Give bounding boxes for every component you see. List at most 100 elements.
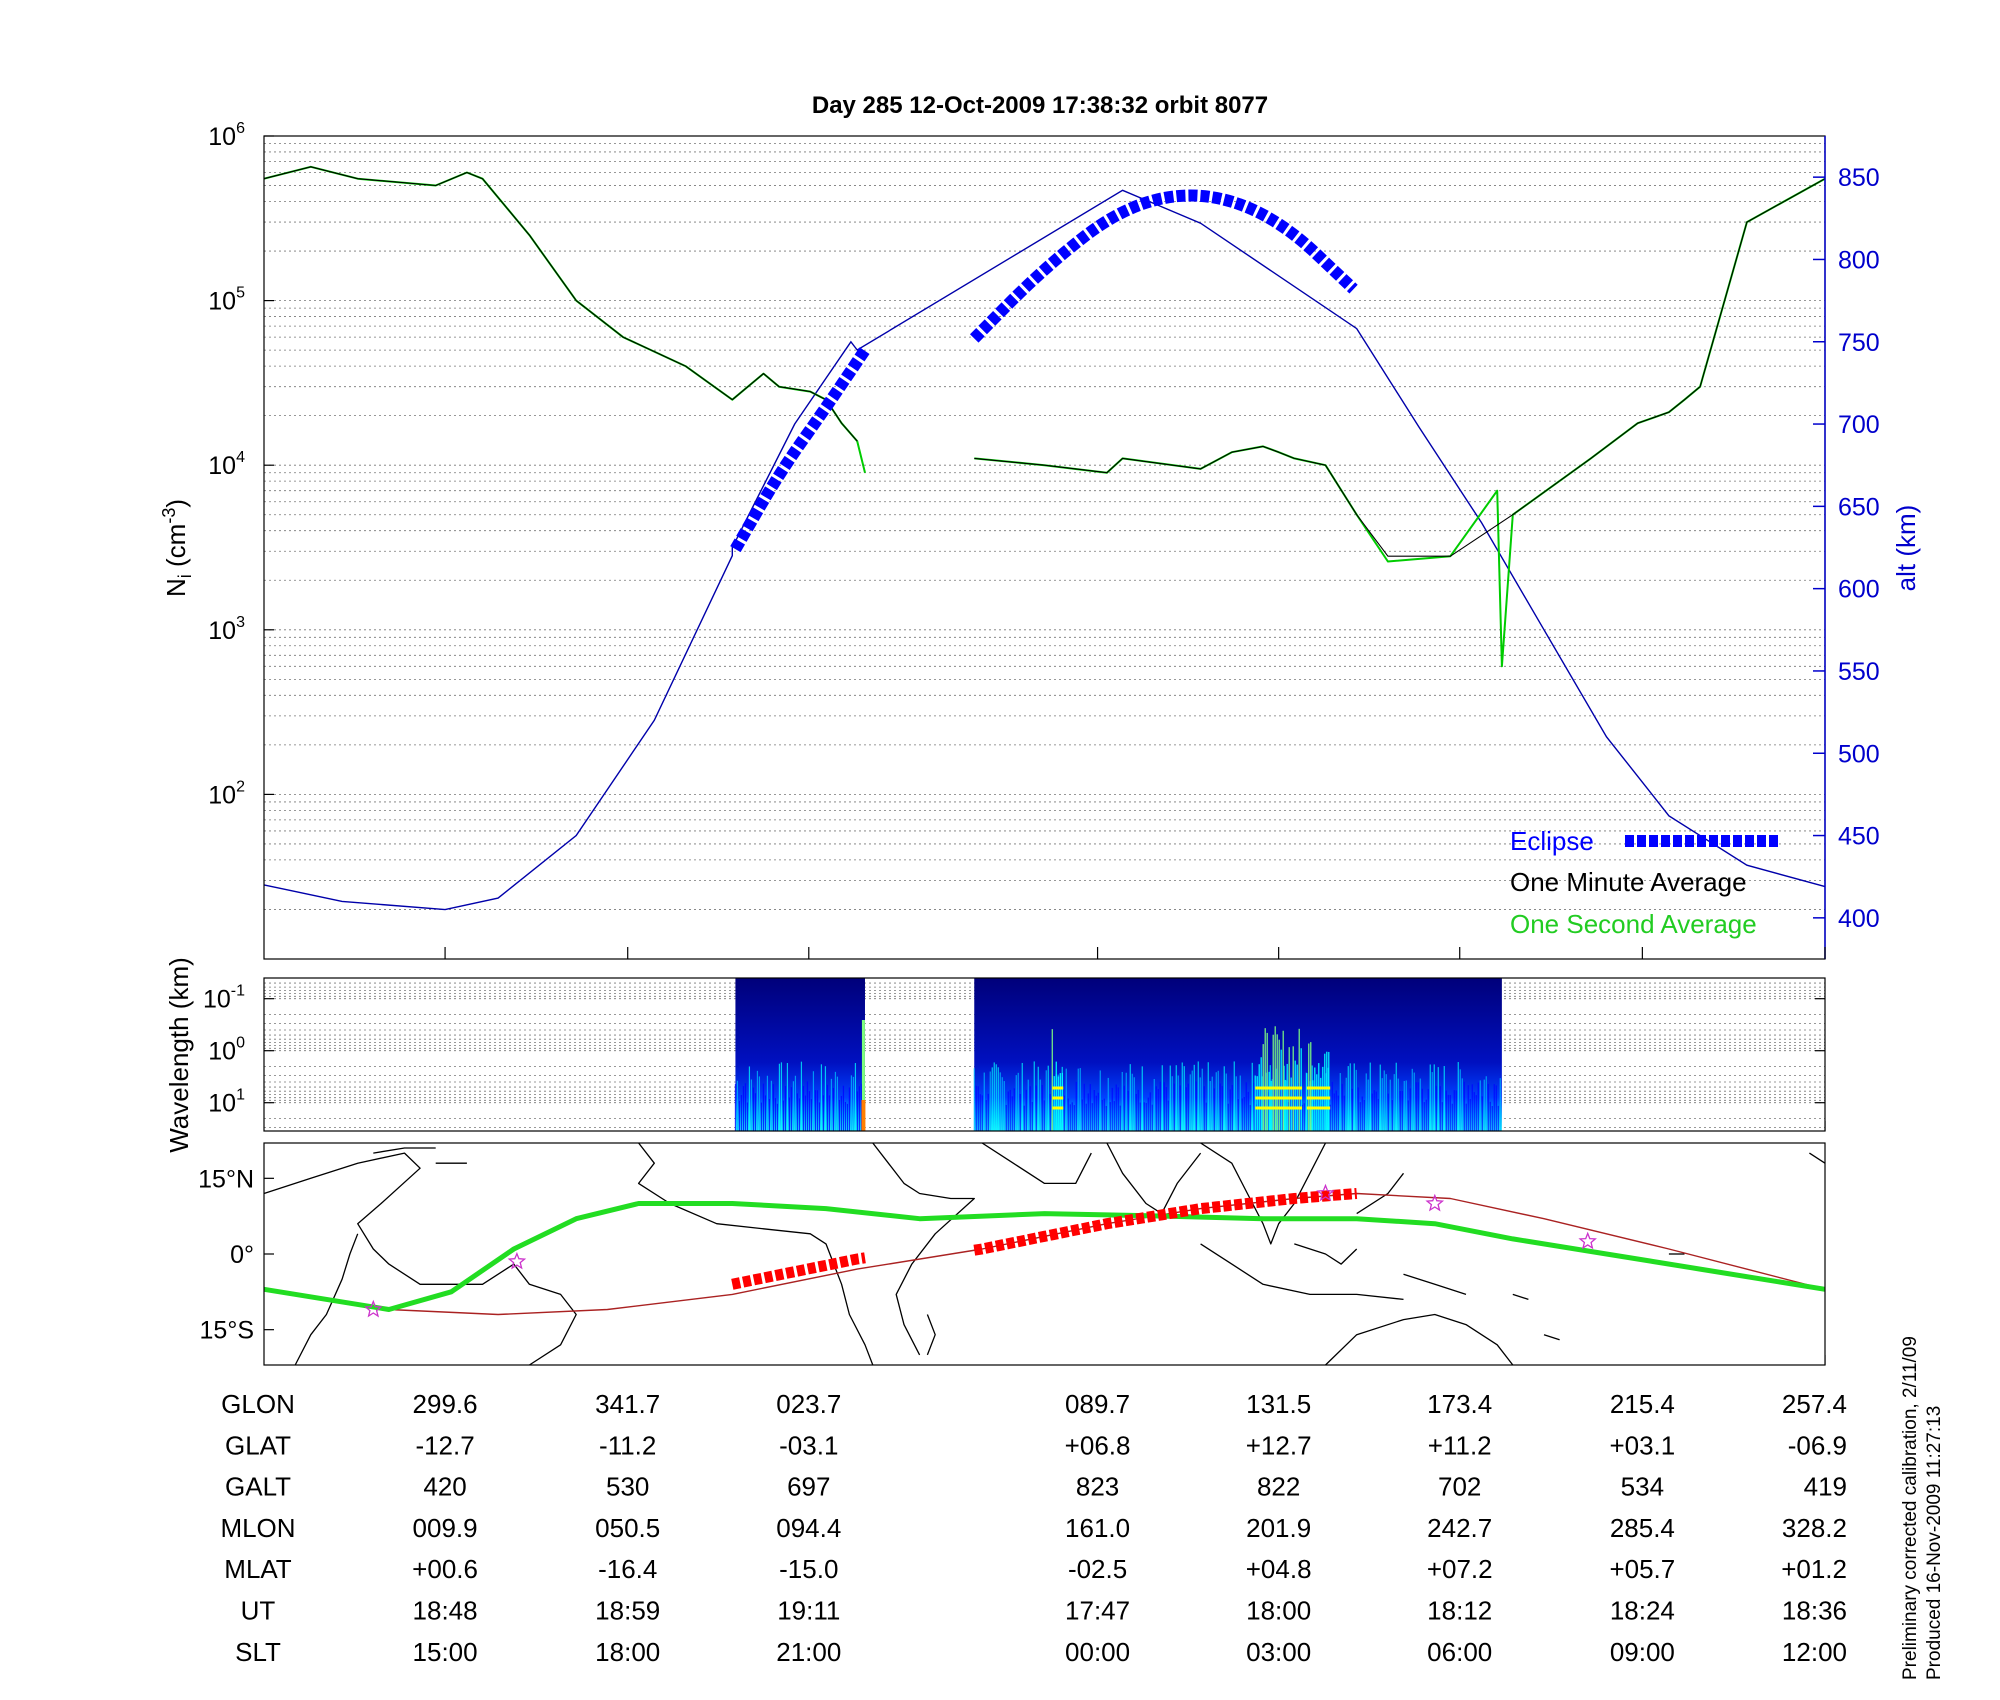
- apex-star-marker: [364, 1299, 383, 1318]
- table-cell: 161.0: [1065, 1513, 1130, 1543]
- table-cell: 18:00: [595, 1637, 660, 1667]
- table-cell: 03:00: [1246, 1637, 1311, 1667]
- table-cell: +05.7: [1609, 1554, 1675, 1584]
- table-cell: 18:00: [1246, 1596, 1311, 1626]
- table-cell: 341.7: [595, 1389, 660, 1419]
- table-cell: +01.2: [1781, 1554, 1847, 1584]
- table-cell: 009.9: [413, 1513, 478, 1543]
- density-altitude-panel: 102 103 104 105 106 400 450 500 550 600 650 700 750…: [159, 120, 1921, 1365]
- table-cell: 530: [606, 1472, 649, 1502]
- left-y-label-n: N: [161, 578, 191, 597]
- left-y-label: Ni (cm-3): [159, 499, 195, 597]
- right-tick-label: 700: [1838, 411, 1880, 439]
- table-cell: 702: [1438, 1472, 1481, 1502]
- coastline: [1543, 1334, 1560, 1341]
- spectrogram-frame: [263, 977, 1826, 1132]
- table-cell: 17:47: [1065, 1596, 1130, 1626]
- coastline: [926, 1314, 936, 1356]
- table-cell: 18:12: [1427, 1596, 1492, 1626]
- right-tick-label: 850: [1838, 164, 1880, 192]
- table-cell: 094.4: [776, 1513, 841, 1543]
- table-row-label: MLON: [220, 1513, 295, 1543]
- table-row-label: SLT: [235, 1637, 281, 1667]
- apex-star-marker: [1578, 1231, 1597, 1250]
- table-cell: 201.9: [1246, 1513, 1311, 1543]
- table-cell: 15:00: [413, 1637, 478, 1667]
- left-tick-label: 105: [208, 285, 245, 316]
- table-cell: 023.7: [776, 1389, 841, 1419]
- table-cell: 06:00: [1427, 1637, 1492, 1667]
- left-tick-label: 104: [208, 449, 245, 480]
- series-altitude: [263, 189, 1826, 911]
- lat-tick-label: 0°: [230, 1241, 254, 1269]
- table-cell: 18:48: [413, 1596, 478, 1626]
- legend-second-label: One Second Average: [1510, 909, 1757, 939]
- right-y-ticks: 400 450 500 550 600 650 700 750 800 850: [1813, 164, 1880, 933]
- coastline: [373, 1147, 436, 1154]
- table-cell: 823: [1076, 1472, 1119, 1502]
- left-y-ticks: 102 103 104 105 106: [208, 120, 274, 809]
- table-cell: -03.1: [779, 1430, 838, 1460]
- spec-tick-label: 101: [208, 1087, 245, 1118]
- table-cell: +03.1: [1609, 1430, 1675, 1460]
- legend-eclipse-label: Eclipse: [1510, 826, 1594, 856]
- coastline: [1809, 1152, 1826, 1164]
- right-tick-label: 500: [1838, 740, 1880, 768]
- table-cell: -02.5: [1068, 1554, 1127, 1584]
- right-tick-label: 550: [1838, 658, 1880, 686]
- credit-line-2: Produced 16-Nov-2009 11:27:13: [1924, 1406, 1945, 1680]
- table-cell: 419: [1804, 1472, 1847, 1502]
- right-tick-label: 750: [1838, 329, 1880, 357]
- coastline: [981, 1142, 1092, 1185]
- series-eclipse: [730, 346, 870, 553]
- table-cell: 173.4: [1427, 1389, 1492, 1419]
- table-cell: 215.4: [1610, 1389, 1675, 1419]
- coastline: [1106, 1142, 1202, 1215]
- table-row-label: MLAT: [224, 1554, 292, 1584]
- orbit-table: GLON 299.6 341.7 023.7 089.7 131.5 173.4 215.4 2…: [220, 1389, 1847, 1667]
- table-cell: 242.7: [1427, 1513, 1492, 1543]
- table-cell: 18:36: [1782, 1596, 1847, 1626]
- left-y-label-sub: i: [175, 574, 195, 578]
- table-cell: 12:00: [1782, 1637, 1847, 1667]
- map-tracks: [263, 1183, 1826, 1318]
- chart-title: Day 285 12-Oct-2009 17:38:32 orbit 8077: [812, 92, 1268, 119]
- table-cell: 328.2: [1782, 1513, 1847, 1543]
- table-cell: 09:00: [1610, 1637, 1675, 1667]
- coastline: [637, 1142, 874, 1366]
- table-cell: 18:59: [595, 1596, 660, 1626]
- table-cell: 131.5: [1246, 1389, 1311, 1419]
- legend-minute-label: One Minute Average: [1510, 867, 1747, 897]
- right-tick-label: 800: [1838, 246, 1880, 274]
- spec-tick-label: 10-1: [203, 983, 245, 1014]
- table-cell: 19:11: [777, 1596, 840, 1626]
- table-cell: +06.8: [1065, 1430, 1131, 1460]
- series-eclipse: [969, 189, 1358, 343]
- map-panel: 15°N 0° 15°S: [198, 1142, 1826, 1366]
- coastline: [1356, 1172, 1405, 1215]
- table-cell: +04.8: [1246, 1554, 1312, 1584]
- table-cell: -15.0: [779, 1554, 838, 1584]
- top-series: [263, 165, 1826, 911]
- map-coastlines: [263, 1142, 1826, 1366]
- table-cell: +00.6: [412, 1554, 478, 1584]
- track-geographic: [263, 1201, 1826, 1312]
- left-tick-label: 102: [208, 778, 245, 809]
- table-row-label: GLON: [221, 1389, 295, 1419]
- table-cell: +07.2: [1427, 1554, 1493, 1584]
- spectrogram-y-ticks: 10-1 100 101: [203, 983, 1825, 1118]
- coastline: [1200, 1243, 1404, 1301]
- table-row-label: UT: [241, 1596, 276, 1626]
- coastline: [1403, 1273, 1467, 1296]
- coastline: [294, 1233, 359, 1366]
- table-cell: -12.7: [415, 1430, 474, 1460]
- left-tick-label: 103: [208, 614, 245, 645]
- series-one-minute-average: [263, 166, 858, 442]
- track-eclipse: [731, 1252, 866, 1290]
- table-cell: 534: [1621, 1472, 1664, 1502]
- coastline: [263, 1152, 577, 1366]
- coastline: [1200, 1142, 1327, 1245]
- right-tick-label: 400: [1838, 905, 1880, 933]
- lat-tick-label: 15°N: [198, 1165, 254, 1193]
- lat-tick-label: 15°S: [200, 1317, 254, 1345]
